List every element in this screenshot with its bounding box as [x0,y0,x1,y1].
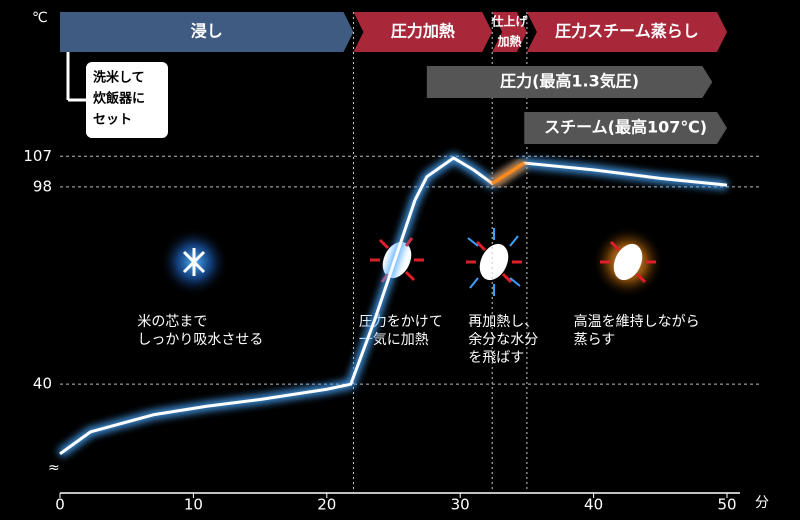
x-tick-label: 10 [184,496,203,514]
annotation: しっかり吸水させる [137,332,263,348]
pressure-band [524,112,727,144]
decorations: ≈ [48,23,740,494]
phase-label: 仕上げ [491,14,529,29]
phase-label: 加熱 [497,34,522,49]
setup-note: セット [93,113,132,128]
x-tick-label: 50 [717,496,736,514]
annotation: 一気に加熱 [359,332,429,348]
line-glow [57,152,728,458]
x-tick-label: 40 [584,496,603,514]
band-label: スチーム(最高107℃) [544,118,707,137]
x-unit: 分 [755,495,769,511]
phase-label: 圧力スチーム蒸らし [555,22,699,41]
line [59,156,728,456]
x-tick-label: 0 [55,496,65,514]
y-tick-label: 107 [23,147,52,165]
phase-arrow [60,12,354,52]
annotation: 高温を維持しながら [574,313,700,330]
pressure-band [426,66,713,98]
x-tick-label: 20 [317,496,336,514]
phase-arrow [526,12,727,52]
annotation: 蒸らす [574,332,616,348]
y-unit: ℃ [32,10,48,26]
phase-arrow [353,12,493,52]
setup-note: 洗米して [93,70,145,86]
annotation: 再加熱し、 [468,314,538,330]
svg-text:≈: ≈ [48,460,60,476]
phase-label: 圧力加熱 [391,22,455,41]
line [491,161,526,185]
annotation: を飛ばす [468,350,524,366]
phase-label: 浸し [191,22,223,41]
y-tick-label: 40 [33,375,52,393]
x-tick-label: 30 [451,496,470,514]
annotation: 余分な水分 [468,331,538,348]
setup-note: 炊飯器に [93,91,145,107]
y-tick-label: 98 [33,177,52,195]
annotation: 米の芯まで [137,314,207,330]
phase-arrow [492,12,527,52]
band-label: 圧力(最高1.3気圧) [500,72,639,91]
